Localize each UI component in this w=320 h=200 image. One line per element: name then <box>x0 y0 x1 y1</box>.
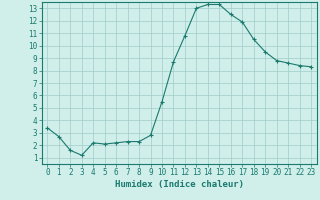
X-axis label: Humidex (Indice chaleur): Humidex (Indice chaleur) <box>115 180 244 189</box>
